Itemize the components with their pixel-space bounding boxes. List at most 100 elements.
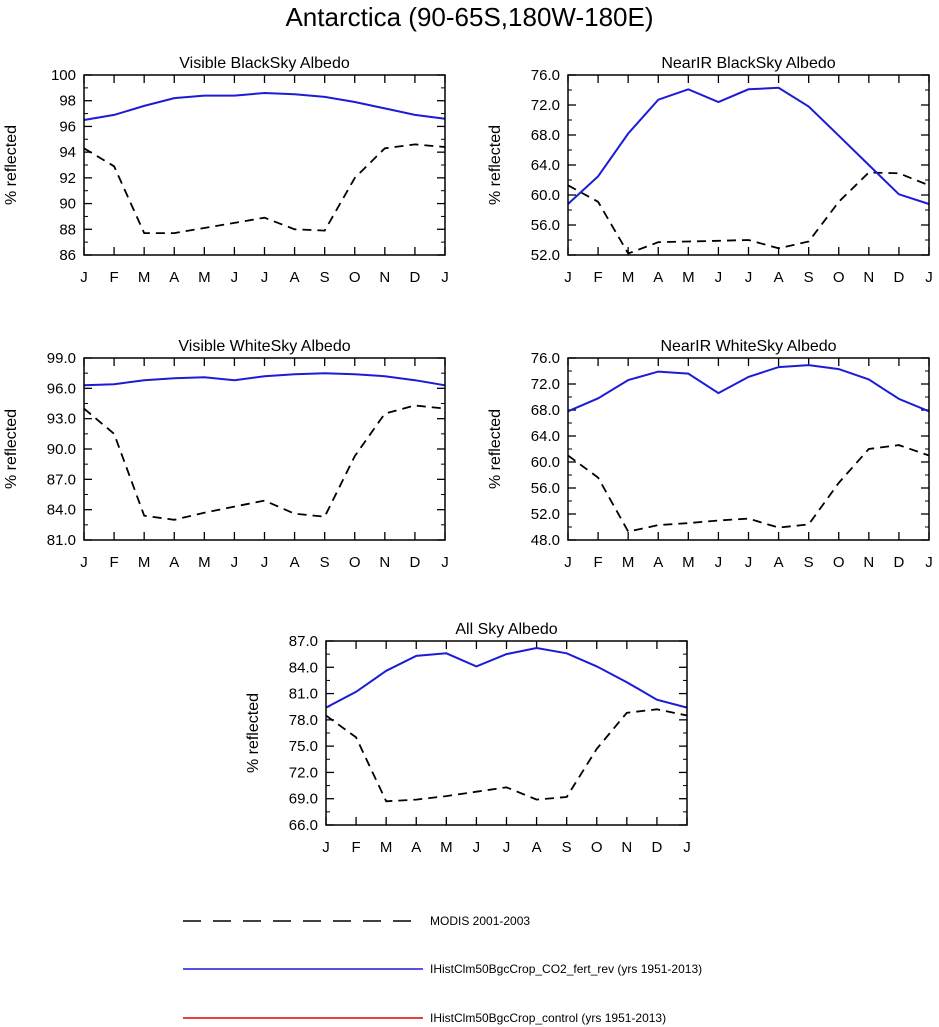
x-tick-label: A xyxy=(774,554,784,571)
x-tick-label: J xyxy=(745,554,753,571)
series-line-co2-fert-rev xyxy=(567,364,930,413)
x-tick-label: N xyxy=(379,554,390,571)
x-tick-label: A xyxy=(169,554,179,571)
x-tick-label: D xyxy=(651,839,662,856)
x-tick-label: D xyxy=(893,554,904,571)
x-tick-label: J xyxy=(925,554,933,571)
y-tick-label: 75.0 xyxy=(289,738,318,755)
series-line-co2-fert-rev xyxy=(567,86,930,205)
y-tick-label: 68.0 xyxy=(531,402,560,419)
x-tick-label: A xyxy=(290,554,300,571)
x-tick-label: J xyxy=(80,554,88,571)
x-tick-label: O xyxy=(833,269,845,286)
x-tick-label: J xyxy=(715,554,723,571)
plot-frame xyxy=(83,74,446,256)
legend-entry-modis: MODIS 2001-2003 xyxy=(183,914,530,928)
y-tick-label: 78.0 xyxy=(289,712,318,729)
x-tick-label: M xyxy=(138,554,151,571)
y-tick-label: 68.0 xyxy=(531,127,560,144)
x-tick-label: M xyxy=(198,269,211,286)
x-tick-label: F xyxy=(593,554,602,571)
x-tick-label: F xyxy=(593,269,602,286)
x-tick-label: F xyxy=(351,839,360,856)
legend-label-control: IHistClm50BgcCrop_control (yrs 1951-2013… xyxy=(430,1011,666,1025)
series-line-modis xyxy=(567,444,930,533)
series-line-co2-fert-rev xyxy=(325,646,688,709)
series-line-co2-fert-rev xyxy=(83,91,446,121)
y-tick-label: 76.0 xyxy=(531,350,560,367)
x-tick-label: S xyxy=(562,839,572,856)
x-tick-label: N xyxy=(621,839,632,856)
y-tick-label: 90 xyxy=(59,196,76,213)
legend-label-co2-fert-rev: IHistClm50BgcCrop_CO2_fert_rev (yrs 1951… xyxy=(430,962,702,976)
series-line-modis xyxy=(83,143,446,235)
x-tick-label: O xyxy=(833,554,845,571)
legend-label-modis: MODIS 2001-2003 xyxy=(430,914,530,928)
x-tick-label: J xyxy=(441,554,449,571)
x-tick-label: F xyxy=(109,554,118,571)
plot-frame xyxy=(325,640,688,826)
legend: MODIS 2001-2003 IHistClm50BgcCrop_CO2_fe… xyxy=(183,914,702,1025)
x-tick-label: S xyxy=(804,269,814,286)
series-line-modis xyxy=(567,171,930,255)
y-tick-label: 66.0 xyxy=(289,817,318,834)
x-tick-label: M xyxy=(682,269,695,286)
y-tick-label: 100 xyxy=(51,67,76,84)
y-tick-label: 92 xyxy=(59,170,76,187)
panel-title: NearIR BlackSky Albedo xyxy=(661,55,835,72)
y-tick-label: 81.0 xyxy=(289,686,318,703)
plot-frame xyxy=(567,357,930,541)
y-tick-label: 81.0 xyxy=(47,532,76,549)
x-tick-label: J xyxy=(80,269,88,286)
chart-panel: NearIR BlackSky Albedo % reflected J F M A M J J… xyxy=(487,55,933,286)
y-tick-label: 64.0 xyxy=(531,428,560,445)
y-tick-label: 87.0 xyxy=(289,633,318,650)
panel-title: NearIR WhiteSky Albedo xyxy=(660,338,836,355)
series-line-modis xyxy=(325,708,688,803)
x-tick-label: J xyxy=(473,839,481,856)
x-tick-label: O xyxy=(349,554,361,571)
x-tick-label: J xyxy=(564,269,572,286)
y-tick-label: 84.0 xyxy=(47,502,76,519)
chart-panel: Visible WhiteSky Albedo % reflected J F M A M J… xyxy=(3,338,449,571)
x-tick-label: J xyxy=(503,839,511,856)
x-tick-label: J xyxy=(925,269,933,286)
y-tick-label: 86 xyxy=(59,247,76,264)
x-tick-label: J xyxy=(745,269,753,286)
y-tick-label: 76.0 xyxy=(531,67,560,84)
y-tick-label: 90.0 xyxy=(47,441,76,458)
chart-panel: Visible BlackSky Albedo % reflected J F M A M J… xyxy=(3,55,449,286)
legend-entry-co2-fert-rev: IHistClm50BgcCrop_CO2_fert_rev (yrs 1951… xyxy=(183,962,702,976)
y-tick-label: 72.0 xyxy=(531,97,560,114)
x-tick-label: M xyxy=(682,554,695,571)
y-tick-label: 56.0 xyxy=(531,217,560,234)
chart-panels: Visible BlackSky Albedo % reflected J F M A M J… xyxy=(3,55,933,856)
x-tick-label: S xyxy=(804,554,814,571)
chart-panel: NearIR WhiteSky Albedo % reflected J F M A M J J… xyxy=(487,338,933,571)
y-tick-label: 94 xyxy=(59,144,76,161)
x-tick-label: J xyxy=(715,269,723,286)
x-tick-label: M xyxy=(138,269,151,286)
y-tick-label: 96 xyxy=(59,118,76,135)
y-tick-label: 88 xyxy=(59,221,76,238)
x-tick-label: M xyxy=(622,554,635,571)
y-axis-label: % reflected xyxy=(3,125,20,205)
y-axis-label: % reflected xyxy=(487,125,504,205)
x-tick-label: M xyxy=(440,839,453,856)
y-tick-label: 56.0 xyxy=(531,480,560,497)
x-tick-label: J xyxy=(322,839,330,856)
y-tick-label: 52.0 xyxy=(531,247,560,264)
x-tick-label: J xyxy=(564,554,572,571)
x-tick-label: O xyxy=(591,839,603,856)
x-tick-label: A xyxy=(290,269,300,286)
x-tick-label: S xyxy=(320,554,330,571)
y-tick-label: 64.0 xyxy=(531,157,560,174)
x-tick-label: J xyxy=(683,839,691,856)
y-tick-label: 72.0 xyxy=(289,764,318,781)
x-tick-label: M xyxy=(198,554,211,571)
y-tick-label: 98 xyxy=(59,93,76,110)
series-line-modis xyxy=(83,404,446,521)
y-tick-label: 60.0 xyxy=(531,187,560,204)
